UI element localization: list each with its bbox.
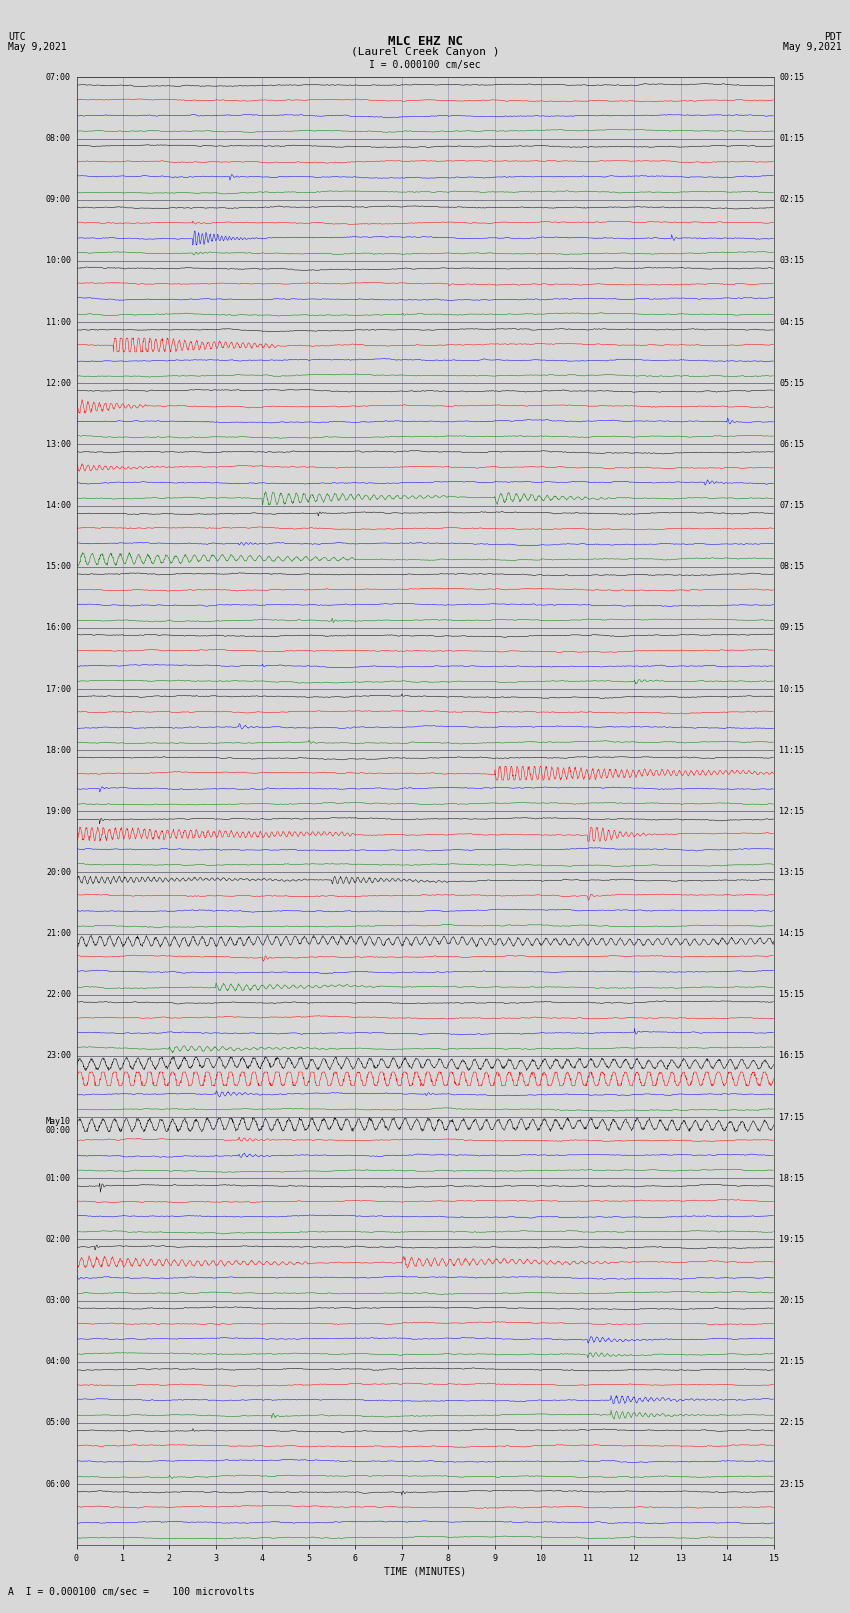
Text: 15:00: 15:00 bbox=[46, 563, 71, 571]
Text: 17:00: 17:00 bbox=[46, 684, 71, 694]
Text: PDT: PDT bbox=[824, 32, 842, 42]
Text: 01:15: 01:15 bbox=[779, 134, 804, 144]
Text: 04:00: 04:00 bbox=[46, 1357, 71, 1366]
Text: 14:00: 14:00 bbox=[46, 502, 71, 510]
Text: 07:15: 07:15 bbox=[779, 502, 804, 510]
Text: 06:15: 06:15 bbox=[779, 440, 804, 448]
Text: 20:00: 20:00 bbox=[46, 868, 71, 877]
Text: MLC EHZ NC: MLC EHZ NC bbox=[388, 35, 462, 48]
Text: 23:15: 23:15 bbox=[779, 1479, 804, 1489]
Text: 16:15: 16:15 bbox=[779, 1052, 804, 1060]
Text: 14:15: 14:15 bbox=[779, 929, 804, 939]
Text: 20:15: 20:15 bbox=[779, 1297, 804, 1305]
Text: 22:15: 22:15 bbox=[779, 1418, 804, 1428]
Text: 05:00: 05:00 bbox=[46, 1418, 71, 1428]
Text: 09:00: 09:00 bbox=[46, 195, 71, 205]
Text: 11:00: 11:00 bbox=[46, 318, 71, 326]
Text: 10:00: 10:00 bbox=[46, 256, 71, 266]
Text: A  I = 0.000100 cm/sec =    100 microvolts: A I = 0.000100 cm/sec = 100 microvolts bbox=[8, 1587, 255, 1597]
Text: 15:15: 15:15 bbox=[779, 990, 804, 1000]
Text: 02:00: 02:00 bbox=[46, 1236, 71, 1244]
Text: 19:15: 19:15 bbox=[779, 1236, 804, 1244]
X-axis label: TIME (MINUTES): TIME (MINUTES) bbox=[384, 1566, 466, 1576]
Text: 21:00: 21:00 bbox=[46, 929, 71, 939]
Text: 11:15: 11:15 bbox=[779, 745, 804, 755]
Text: 12:15: 12:15 bbox=[779, 806, 804, 816]
Text: 06:00: 06:00 bbox=[46, 1479, 71, 1489]
Text: (Laurel Creek Canyon ): (Laurel Creek Canyon ) bbox=[351, 47, 499, 56]
Text: May 9,2021: May 9,2021 bbox=[783, 42, 842, 52]
Text: 01:00: 01:00 bbox=[46, 1174, 71, 1182]
Text: 18:15: 18:15 bbox=[779, 1174, 804, 1182]
Text: May10
00:00: May10 00:00 bbox=[46, 1118, 71, 1136]
Text: 23:00: 23:00 bbox=[46, 1052, 71, 1060]
Text: 08:00: 08:00 bbox=[46, 134, 71, 144]
Text: 18:00: 18:00 bbox=[46, 745, 71, 755]
Text: 02:15: 02:15 bbox=[779, 195, 804, 205]
Text: 13:15: 13:15 bbox=[779, 868, 804, 877]
Text: 08:15: 08:15 bbox=[779, 563, 804, 571]
Text: 16:00: 16:00 bbox=[46, 623, 71, 632]
Text: 19:00: 19:00 bbox=[46, 806, 71, 816]
Text: 17:15: 17:15 bbox=[779, 1113, 804, 1121]
Text: 05:15: 05:15 bbox=[779, 379, 804, 387]
Text: 10:15: 10:15 bbox=[779, 684, 804, 694]
Text: 12:00: 12:00 bbox=[46, 379, 71, 387]
Text: 22:00: 22:00 bbox=[46, 990, 71, 1000]
Text: 04:15: 04:15 bbox=[779, 318, 804, 326]
Text: May 9,2021: May 9,2021 bbox=[8, 42, 67, 52]
Text: 00:15: 00:15 bbox=[779, 73, 804, 82]
Text: 03:15: 03:15 bbox=[779, 256, 804, 266]
Text: 13:00: 13:00 bbox=[46, 440, 71, 448]
Text: I = 0.000100 cm/sec: I = 0.000100 cm/sec bbox=[369, 60, 481, 69]
Text: UTC: UTC bbox=[8, 32, 26, 42]
Text: 09:15: 09:15 bbox=[779, 623, 804, 632]
Text: 21:15: 21:15 bbox=[779, 1357, 804, 1366]
Text: 03:00: 03:00 bbox=[46, 1297, 71, 1305]
Text: 07:00: 07:00 bbox=[46, 73, 71, 82]
